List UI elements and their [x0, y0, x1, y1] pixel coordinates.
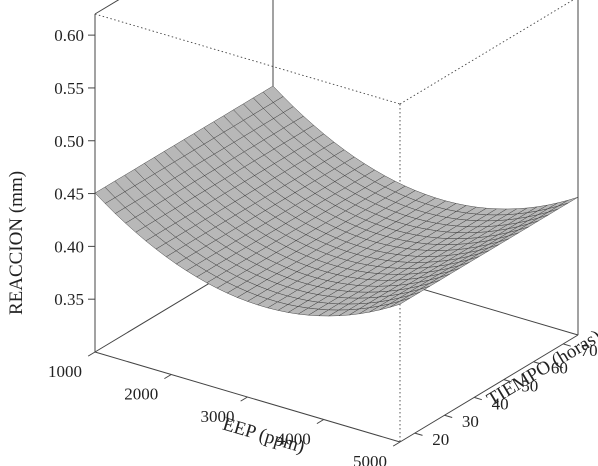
y-tick-label: 50: [521, 377, 538, 396]
z-tick-label: 0.55: [54, 79, 84, 98]
x-tick-label: 3000: [201, 407, 235, 426]
y-tick-label: 20: [432, 430, 449, 449]
y-tick-mark: [444, 414, 453, 418]
z-axis-label: REACCION (mm): [6, 171, 27, 315]
surface-cell: [389, 297, 411, 308]
y-tick-label: 40: [492, 394, 509, 413]
box-edge-floor-right: [399, 334, 579, 443]
y-tick-label: 60: [551, 359, 568, 378]
x-tick-label: 5000: [353, 452, 387, 466]
x-tick-label: 4000: [277, 430, 311, 449]
box-edge-top-front: [94, 13, 401, 105]
x-tick-mark: [392, 441, 401, 447]
x-tick-label: 1000: [48, 362, 82, 381]
z-tick-label: 0.45: [54, 185, 84, 204]
box-edge-top-right: [399, 0, 574, 105]
z-tick-label: 0.40: [54, 237, 84, 256]
z-tick-label: 0.35: [54, 290, 84, 309]
surface-cell: [557, 196, 579, 207]
response-surface: [94, 85, 579, 317]
y-axis-label: TIEMPO (horas): [483, 326, 598, 411]
y-tick-label: 30: [462, 412, 479, 431]
y-tick-mark: [563, 343, 571, 347]
x-tick-mark: [316, 419, 325, 425]
x-tick-mark: [87, 351, 96, 357]
z-tick-label: 0.60: [54, 26, 84, 45]
y-tick-mark: [414, 432, 423, 436]
box-edge-top-left: [94, 0, 120, 15]
z-tick-label: 0.50: [54, 132, 84, 151]
y-tick-label: 70: [581, 341, 598, 360]
y-tick-mark: [533, 361, 542, 365]
y-tick-mark: [474, 396, 482, 401]
x-axis-label: EEP (ppm): [220, 414, 307, 458]
x-tick-mark: [240, 396, 248, 402]
x-tick-mark: [164, 374, 172, 380]
y-tick-mark: [503, 379, 512, 383]
x-tick-label: 2000: [124, 385, 158, 404]
axis-ticks: 0.35 0.40 0.45 0.50 0.55 0.60 1000 2000 3000 4000…: [48, 26, 598, 466]
